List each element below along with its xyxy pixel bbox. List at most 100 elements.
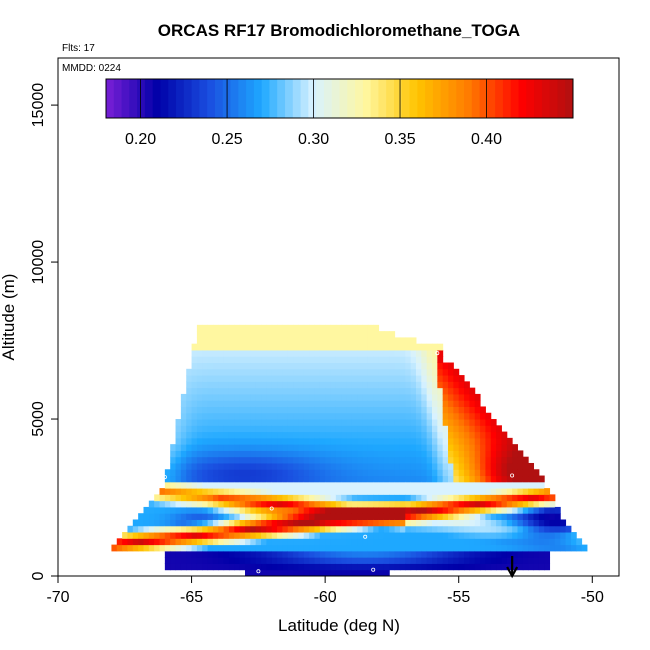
heatmap-cell bbox=[501, 519, 508, 527]
heatmap-cell bbox=[528, 538, 535, 546]
heatmap-cell bbox=[346, 368, 353, 376]
colorbar-segment bbox=[456, 79, 465, 118]
heatmap-cell bbox=[309, 557, 315, 564]
heatmap-cell bbox=[212, 550, 219, 558]
heatmap-cell bbox=[287, 368, 294, 376]
heatmap-cell bbox=[261, 356, 267, 364]
heatmap-cell bbox=[191, 356, 198, 364]
heatmap-cell bbox=[330, 331, 337, 338]
heatmap-cell bbox=[367, 475, 374, 483]
colorbar-segment bbox=[448, 79, 457, 118]
colorbar-segment bbox=[495, 79, 504, 118]
colorbar-segment bbox=[370, 79, 379, 118]
heatmap-cell bbox=[442, 450, 449, 458]
heatmap-cell bbox=[191, 475, 198, 483]
heatmap-cell bbox=[335, 488, 342, 495]
heatmap-cell bbox=[405, 431, 412, 439]
heatmap-cell bbox=[298, 343, 305, 351]
heatmap-cell bbox=[261, 550, 267, 558]
heatmap-cell bbox=[357, 506, 364, 514]
y-axis-label: Altitude (m) bbox=[0, 274, 18, 361]
heatmap-cell bbox=[351, 375, 358, 382]
heatmap-cell bbox=[421, 393, 428, 401]
heatmap-cell bbox=[346, 462, 353, 470]
heatmap-cell bbox=[373, 324, 380, 332]
heatmap-cell bbox=[490, 437, 497, 445]
heatmap-cell bbox=[239, 400, 246, 407]
heatmap-cell bbox=[164, 494, 171, 502]
heatmap-cell bbox=[448, 538, 454, 546]
heatmap-cell bbox=[442, 506, 449, 514]
heatmap-cell bbox=[512, 544, 518, 552]
flights-note: Flts: 17 bbox=[62, 43, 95, 54]
heatmap-cell bbox=[293, 494, 299, 502]
heatmap-cell bbox=[250, 337, 257, 345]
heatmap-cell bbox=[378, 419, 385, 426]
heatmap-cell bbox=[239, 538, 246, 546]
heatmap-cell bbox=[325, 488, 331, 495]
heatmap-cell bbox=[560, 538, 567, 546]
heatmap-cell bbox=[341, 362, 348, 370]
heatmap-cell bbox=[303, 538, 310, 546]
heatmap-cell bbox=[170, 444, 177, 451]
heatmap-cell bbox=[474, 500, 481, 508]
heatmap-cell bbox=[351, 462, 358, 470]
heatmap-cell bbox=[432, 362, 438, 370]
heatmap-cell bbox=[357, 393, 364, 401]
heatmap-cell bbox=[501, 500, 508, 508]
heatmap-cell bbox=[319, 431, 326, 439]
heatmap-cell bbox=[255, 368, 262, 376]
heatmap-cell bbox=[335, 550, 342, 558]
heatmap-cell bbox=[223, 381, 230, 389]
heatmap-cell bbox=[394, 475, 401, 483]
heatmap-cell bbox=[421, 456, 428, 464]
heatmap-cell bbox=[512, 519, 518, 527]
heatmap-cell bbox=[383, 419, 390, 426]
heatmap-cell bbox=[464, 462, 470, 470]
heatmap-cell bbox=[191, 519, 198, 527]
colorbar-segment bbox=[137, 79, 146, 118]
heatmap-cell bbox=[218, 368, 225, 376]
heatmap-cell bbox=[351, 450, 358, 458]
heatmap-cell bbox=[405, 519, 412, 527]
heatmap-cell bbox=[335, 381, 342, 389]
heatmap-cell bbox=[261, 506, 267, 514]
heatmap-cell bbox=[432, 393, 438, 401]
heatmap-cell bbox=[341, 557, 348, 564]
heatmap-cell bbox=[517, 500, 524, 508]
heatmap-cell bbox=[170, 456, 177, 464]
heatmap-cell bbox=[367, 519, 374, 527]
heatmap-cell bbox=[490, 513, 497, 520]
heatmap-cell bbox=[351, 500, 358, 508]
heatmap-cell bbox=[522, 500, 529, 508]
heatmap-cell bbox=[116, 538, 123, 546]
heatmap-cell bbox=[196, 437, 203, 445]
heatmap-cell bbox=[448, 375, 454, 382]
heatmap-cell bbox=[314, 444, 321, 451]
heatmap-cell bbox=[496, 538, 502, 546]
heatmap-cell bbox=[389, 456, 396, 464]
heatmap-cell bbox=[485, 557, 492, 564]
heatmap-cell bbox=[228, 525, 235, 533]
heatmap-cell bbox=[234, 331, 241, 338]
colorbar-segment bbox=[183, 79, 193, 118]
colorbar-tick-label: 0.40 bbox=[471, 131, 502, 148]
heatmap-cell bbox=[442, 375, 449, 382]
heatmap-cell bbox=[490, 462, 497, 470]
heatmap-cell bbox=[464, 450, 470, 458]
heatmap-cell bbox=[346, 550, 353, 558]
heatmap-cell bbox=[346, 513, 353, 520]
heatmap-cell bbox=[180, 500, 187, 508]
heatmap-cell bbox=[250, 400, 257, 407]
heatmap-cell bbox=[266, 550, 273, 558]
heatmap-cell bbox=[255, 563, 262, 571]
heatmap-cell bbox=[506, 544, 513, 552]
heatmap-cell bbox=[127, 538, 134, 546]
heatmap-cell bbox=[180, 469, 187, 477]
heatmap-cell bbox=[196, 349, 203, 357]
heatmap-cell bbox=[266, 343, 273, 351]
heatmap-cell bbox=[432, 469, 438, 477]
heatmap-cell bbox=[426, 349, 433, 357]
heatmap-cell bbox=[239, 324, 246, 332]
heatmap-cell bbox=[330, 444, 337, 451]
